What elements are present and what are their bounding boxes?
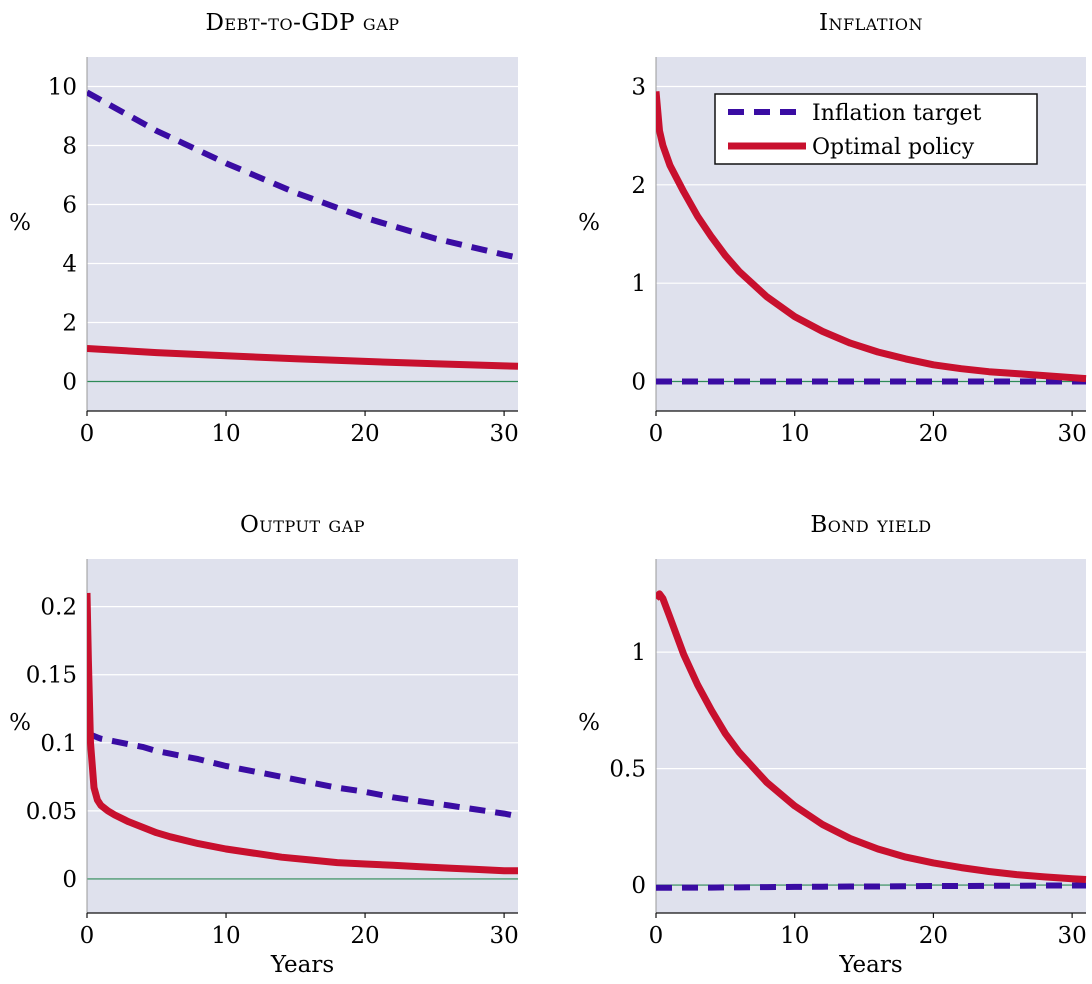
y-tick-label: 10	[48, 75, 77, 101]
y-tick-label: 1	[631, 640, 646, 666]
y-tick-label: 0	[631, 370, 646, 396]
x-tick-label: 20	[919, 421, 948, 447]
series-line-inflation-target	[656, 882, 1086, 891]
x-tick-label: 20	[350, 421, 379, 447]
panel-2: 0 0.05 0.1 0.15 0.2 0 10 20 30 Output gap% Years	[9, 512, 519, 978]
y-axis-label: %	[9, 710, 31, 736]
panel-title: Bond yield	[810, 512, 931, 538]
series-line-optimal-policy	[656, 91, 1087, 383]
y-tick-label: 0.5	[609, 757, 646, 783]
y-axis-label: %	[578, 710, 600, 736]
panel-title: Debt-to-GDP gap	[205, 10, 399, 36]
y-tick-label: 0.05	[26, 799, 77, 825]
x-tick-label: 30	[1057, 421, 1086, 447]
x-axis-label: Years	[838, 952, 902, 978]
y-tick-label: 2	[62, 311, 77, 337]
x-tick-label: 30	[1057, 923, 1086, 949]
legend-label-inflation-target: Inflation target	[812, 101, 982, 126]
y-tick-label: 3	[631, 75, 646, 101]
x-tick-label: 10	[780, 421, 809, 447]
y-tick-label: 0	[631, 873, 646, 899]
x-tick-label: 20	[350, 923, 379, 949]
y-tick-label: 6	[62, 193, 77, 219]
series-line-optimal-policy	[87, 345, 519, 370]
y-tick-label: 0.2	[40, 595, 77, 621]
series-line-optimal-policy	[656, 590, 1087, 883]
x-tick-label: 20	[919, 923, 948, 949]
y-tick-label: 4	[62, 252, 77, 278]
panel-0: 0 2 4 6 8 10 0 10 20 30 Debt-to-GDP gap%	[9, 10, 519, 447]
legend-label-optimal-policy: Optimal policy	[812, 135, 975, 160]
plot-area	[87, 559, 518, 913]
x-tick-label: 0	[80, 421, 95, 447]
y-tick-label: 1	[631, 271, 646, 297]
legend: Inflation target Optimal policy	[714, 93, 1038, 165]
x-tick-label: 0	[649, 923, 664, 949]
x-tick-label: 10	[211, 923, 240, 949]
series-line-inflation-target	[87, 89, 519, 261]
y-tick-label: 0	[62, 867, 77, 893]
x-tick-label: 0	[80, 923, 95, 949]
y-tick-label: 0.15	[26, 663, 77, 689]
plot-area	[656, 559, 1086, 913]
x-tick-label: 10	[211, 421, 240, 447]
y-tick-label: 0	[62, 370, 77, 396]
series-line-inflation-target	[87, 731, 519, 820]
y-tick-label: 8	[62, 134, 77, 160]
x-tick-label: 30	[489, 421, 518, 447]
legend-box	[714, 93, 1038, 165]
y-axis-label: %	[578, 210, 600, 236]
panel-title: Output gap	[240, 512, 365, 538]
y-axis-label: %	[9, 210, 31, 236]
panel-title: Inflation	[819, 10, 923, 36]
series-line-optimal-policy	[87, 592, 518, 875]
x-tick-label: 10	[780, 923, 809, 949]
y-tick-label: 0.1	[40, 731, 77, 757]
y-tick-label: 2	[631, 173, 646, 199]
x-axis-label: Years	[270, 952, 334, 978]
x-tick-label: 0	[649, 421, 664, 447]
x-tick-label: 30	[489, 923, 518, 949]
